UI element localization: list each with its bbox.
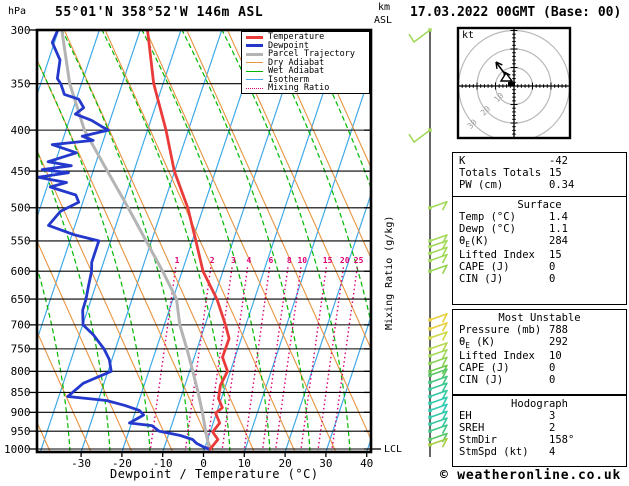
svg-text:10: 10 [238, 457, 251, 470]
dewpoint-line-swatch [246, 44, 263, 48]
legend-item-dry-adiabat: Dry Adiabat [246, 58, 369, 68]
asl-axis-label: ASL [374, 15, 393, 26]
surface-row-temp: Temp (°C) 1.4 [459, 211, 568, 223]
wind-barb-column [408, 28, 448, 457]
most-unstable-panel: Most Unstable Pressure (mb) 788 θE (K) 292… [452, 309, 627, 395]
svg-text:400: 400 [11, 124, 31, 137]
svg-text:700: 700 [11, 319, 31, 332]
hodograph-unit-label: kt [462, 30, 475, 41]
svg-text:-10: -10 [153, 457, 173, 470]
svg-text:15: 15 [323, 256, 333, 265]
svg-text:600: 600 [11, 265, 31, 278]
hodo-row-stmdir: StmDir 158° [459, 434, 575, 446]
surface-row-theta-e: θE(K) 284 [459, 235, 568, 250]
mixing-ratio-line-swatch [246, 87, 263, 89]
copyright: © weatheronline.co.uk [440, 468, 622, 483]
mixing-ratio-axis-label: Mixing Ratio (g/kg) [384, 215, 395, 330]
svg-text:550: 550 [11, 235, 31, 248]
svg-text:4: 4 [246, 256, 251, 265]
legend-item-parcel: Parcel Trajectory [246, 50, 369, 59]
svg-text:300: 300 [11, 24, 31, 37]
surface-panel-header: Surface [517, 199, 562, 211]
svg-text:800: 800 [11, 365, 31, 378]
parcel-trajectory-curve [60, 30, 211, 451]
dry-adiabat-line-swatch [246, 62, 263, 64]
legend-item-wet-adiabat: Wet Adiabat [246, 67, 369, 76]
km-axis-label: km [378, 2, 391, 13]
temperature-curve [146, 30, 231, 451]
mu-row-theta-e: θE (K) 292 [459, 336, 568, 351]
surface-row-cin: CIN (J) 0 [459, 273, 556, 286]
svg-text:-20: -20 [112, 457, 132, 470]
svg-text:850: 850 [11, 386, 31, 399]
surface-row-cape: CAPE (J) 0 [459, 261, 556, 274]
svg-text:10: 10 [492, 91, 505, 104]
mu-row-cape: CAPE (J) 0 [459, 362, 556, 375]
svg-text:-30: -30 [71, 457, 91, 470]
svg-text:20: 20 [278, 457, 291, 470]
mu-row-pressure: Pressure (mb) 788 [459, 324, 568, 336]
legend-box: Temperature Dewpoint Parcel Trajectory D… [241, 31, 370, 94]
legend-item-temperature: Temperature [246, 33, 369, 42]
surface-row-lifted-index: Lifted Index 15 [459, 249, 562, 262]
svg-text:450: 450 [11, 165, 31, 178]
run-datetime: 17.03.2022 00GMT (Base: 00) [410, 5, 622, 20]
index-row-totals: Totals Totals 15 [459, 167, 562, 179]
hodo-row-stmspd: StmSpd (kt) 4 [459, 446, 556, 458]
most-unstable-header: Most Unstable [498, 312, 581, 324]
plot-border [35, 28, 373, 454]
legend-item-isotherm: Isotherm [246, 75, 369, 85]
index-row-k: K -42 [459, 155, 568, 167]
svg-text:40: 40 [360, 457, 373, 470]
svg-text:30: 30 [319, 457, 332, 470]
svg-text:650: 650 [11, 293, 31, 306]
svg-text:10: 10 [297, 256, 307, 265]
mu-row-cin: CIN (J) 0 [459, 374, 556, 387]
temperature-line-swatch [246, 35, 263, 39]
svg-text:30: 30 [466, 117, 479, 130]
svg-text:3: 3 [231, 256, 236, 265]
surface-panel: Surface Temp (°C) 1.4 Dewp (°C) 1.1 θE(K) 2… [452, 196, 627, 305]
hodo-row-eh: EH 3 [459, 410, 556, 422]
x-axis-title: Dewpoint / Temperature (°C) [110, 467, 319, 481]
hodograph-border [456, 26, 572, 140]
index-row-pw: PW (cm) 0.34 [459, 179, 575, 191]
surface-row-dewp: Dewp (°C) 1.1 [459, 223, 568, 235]
hodo-row-sreh: SREH 2 [459, 422, 556, 434]
wet-adiabat-line-swatch [246, 70, 263, 72]
pressure-unit-label: hPa [8, 6, 27, 17]
hodograph-stats-header: Hodograph [511, 398, 568, 410]
svg-text:950: 950 [11, 425, 31, 438]
parcel-line-swatch [246, 52, 263, 56]
svg-text:900: 900 [11, 406, 31, 419]
indices-panel: K -42 Totals Totals 15 PW (cm) 0.34 [452, 152, 627, 197]
svg-text:750: 750 [11, 343, 31, 356]
isotherm-line-swatch [246, 79, 263, 81]
legend-item-dewpoint: Dewpoint [246, 41, 369, 51]
svg-text:20: 20 [479, 104, 492, 117]
svg-text:25: 25 [354, 256, 364, 265]
mu-row-lifted-index: Lifted Index 10 [459, 350, 562, 363]
station-title: 55°01'N 358°52'W 146m ASL [55, 5, 264, 20]
lcl-marker-label: LCL [384, 444, 403, 455]
svg-text:0: 0 [200, 457, 207, 470]
svg-text:20: 20 [340, 256, 350, 265]
svg-text:500: 500 [11, 202, 31, 215]
svg-text:8: 8 [287, 256, 292, 265]
hodograph-stats-panel: Hodograph EH 3 SREH 2 StmDir 158° StmSpd (k… [452, 395, 627, 467]
legend-item-mixing-ratio: Mixing Ratio [246, 84, 369, 93]
svg-text:1000: 1000 [4, 443, 31, 456]
svg-text:2: 2 [210, 256, 215, 265]
svg-text:6: 6 [268, 256, 273, 265]
dewpoint-curve [37, 30, 211, 451]
svg-text:350: 350 [11, 77, 31, 90]
svg-text:1: 1 [175, 256, 180, 265]
